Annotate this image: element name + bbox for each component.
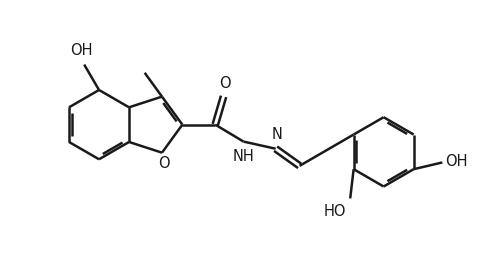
Text: OH: OH xyxy=(70,43,93,58)
Text: O: O xyxy=(158,156,170,171)
Text: O: O xyxy=(219,76,230,91)
Text: OH: OH xyxy=(445,154,468,169)
Text: N: N xyxy=(271,127,282,142)
Text: HO: HO xyxy=(324,204,346,219)
Text: NH: NH xyxy=(232,149,254,164)
